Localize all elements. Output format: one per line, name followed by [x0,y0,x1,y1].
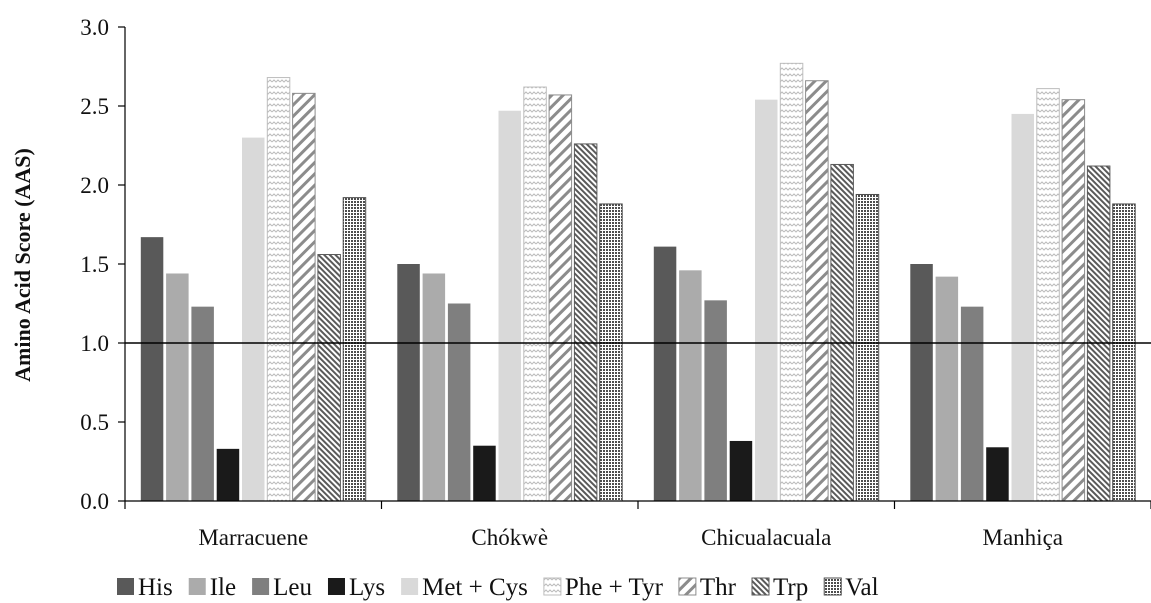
legend-label: Thr [700,574,737,601]
bar-ile-3 [935,276,959,501]
y-axis: 0.0 0.5 1.0 1.5 2.0 2.5 3.0 [80,15,126,514]
bar-his-0 [140,237,164,501]
legend: His Ile Leu Lys Met + Cys Phe + Tyr Thr Trp Val [117,574,879,601]
bar-val-2 [855,193,880,502]
legend-label: Val [845,574,878,601]
bar-met-cys-2 [755,99,778,502]
legend-swatch-his [117,578,134,595]
bar-lys-2 [729,440,753,501]
bar-val-0 [342,197,367,502]
bar-leu-2 [704,300,727,501]
bar-leu-3 [960,306,984,501]
y-tick-label: 0.0 [80,489,109,514]
bar-lys-3 [986,447,1009,501]
legend-label: Ile [210,574,236,601]
y-tick-label: 0.5 [80,410,109,435]
y-axis-label: Amino Acid Score (AAS) [10,148,35,382]
legend-swatch-met-cys [401,578,419,595]
bar-leu-0 [191,306,214,501]
bar-val-1 [599,203,623,502]
bar-met-cys-1 [498,110,521,502]
bar-met-cys-3 [1011,113,1034,502]
x-category-label: Chicualacuala [701,525,831,550]
bar-trp-3 [1086,165,1111,502]
legend-label: Lys [349,574,385,601]
bar-trp-0 [317,254,341,502]
y-tick-label: 1.5 [80,252,109,277]
bar-thr-2 [805,80,829,502]
x-category-label: Chókwè [471,525,548,550]
bar-thr-3 [1061,99,1086,502]
bar-ile-2 [679,270,702,501]
bar-leu-1 [447,303,471,501]
bar-phe-tyr-2 [779,62,804,502]
bar-met-cys-0 [242,137,265,501]
bar-his-3 [910,264,933,501]
legend-swatch-ile [188,578,206,595]
legend-swatch-phe-tyr [543,577,562,596]
x-category-label: Manhiça [983,525,1063,550]
legend-swatch-leu [252,578,270,595]
legend-label: Phe + Tyr [565,574,664,601]
bar-phe-tyr-1 [523,86,547,502]
legend-label: Trp [773,574,808,601]
legend-label: Leu [273,574,312,601]
bar-thr-1 [548,94,573,502]
bar-his-2 [653,246,677,501]
y-tick-label: 2.0 [80,173,109,198]
x-category-label: Marracuene [198,525,308,550]
y-tick-label: 3.0 [80,15,109,40]
legend-swatch-thr [678,577,697,596]
legend-swatch-val [823,577,842,596]
y-tick-label: 2.5 [80,94,109,119]
legend-label: His [138,574,173,601]
legend-swatch-trp [751,577,770,596]
bar-his-1 [397,264,420,501]
bar-lys-0 [216,448,240,501]
y-tick-label: 1.0 [80,331,109,356]
bar-val-3 [1112,203,1136,502]
bar-phe-tyr-3 [1036,88,1060,502]
bar-thr-0 [292,92,316,502]
bar-trp-2 [830,163,854,502]
bar-ile-1 [422,273,446,501]
bar-phe-tyr-0 [266,77,291,502]
bar-series-group [140,62,1136,502]
legend-label: Met + Cys [422,574,528,601]
x-axis: Marracuene Chókwè Chicualacuala Manhiça [124,342,1151,550]
legend-swatch-lys [327,578,345,595]
bar-ile-0 [166,273,189,501]
bar-lys-1 [473,445,496,501]
bar-trp-1 [573,143,598,502]
